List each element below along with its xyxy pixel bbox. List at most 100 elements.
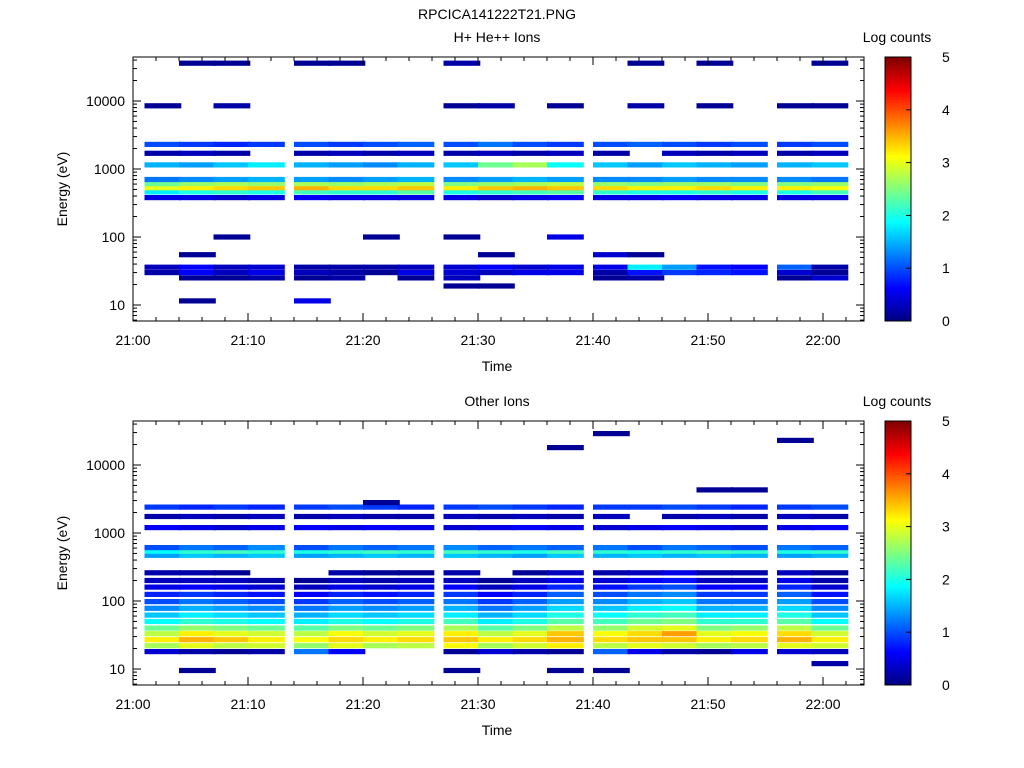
- heatmap-cell: [443, 513, 481, 520]
- heatmap-cell: [328, 599, 366, 605]
- x-tick-label: 21:10: [230, 332, 265, 348]
- colorbar-swatch: [885, 88, 911, 92]
- colorbar-swatch: [885, 299, 911, 303]
- heatmap-cell: [294, 618, 331, 625]
- heatmap-cell: [294, 195, 331, 201]
- heatmap-cell: [363, 612, 400, 618]
- heatmap-cell: [512, 618, 550, 625]
- heatmap-cell: [547, 612, 584, 618]
- heatmap-cell: [179, 176, 216, 183]
- heatmap-cell: [731, 552, 768, 558]
- heatmap-cell: [811, 162, 849, 168]
- heatmap-cell: [213, 548, 251, 554]
- colorbar-swatch: [885, 653, 911, 657]
- heatmap-cell: [478, 195, 515, 201]
- heatmap-cell: [662, 584, 699, 590]
- heatmap-cell: [731, 577, 768, 584]
- colorbar-swatch: [885, 447, 911, 451]
- heatmap-cell: [777, 570, 814, 576]
- heatmap-cell: [811, 599, 849, 605]
- heatmap-cell: [627, 618, 665, 625]
- heatmap-cell: [213, 599, 251, 605]
- y-tick-label: 1000: [94, 525, 125, 541]
- colorbar-swatch: [885, 313, 911, 317]
- heatmap-cell: [777, 513, 814, 520]
- heatmap-cell: [512, 270, 550, 276]
- heatmap-cell: [328, 181, 366, 187]
- colorbar-tick-label: 2: [942, 207, 950, 223]
- colorbar-swatch: [885, 648, 911, 652]
- colorbar-swatch: [885, 228, 911, 232]
- heatmap-cell: [731, 264, 768, 270]
- heatmap-cell: [512, 189, 550, 195]
- colorbar-tick-label: 2: [942, 571, 950, 587]
- heatmap-cell: [512, 649, 550, 655]
- heatmap-cell: [328, 270, 366, 276]
- colorbar-swatch: [885, 576, 911, 580]
- heatmap-cell: [443, 176, 481, 183]
- colorbar-swatch: [885, 154, 911, 158]
- colorbar-swatch: [885, 463, 911, 467]
- heatmap-cell: [731, 643, 768, 649]
- heatmap-cell: [179, 599, 216, 605]
- colorbar-swatch: [885, 315, 911, 319]
- colorbar-swatch: [885, 236, 911, 240]
- x-tick-label: 21:20: [345, 696, 380, 712]
- colorbar-swatch: [885, 215, 911, 219]
- heatmap-cell: [144, 545, 182, 551]
- heatmap-cell: [777, 599, 814, 605]
- heatmap-cell: [144, 103, 182, 109]
- heatmap-cell: [478, 637, 515, 643]
- heatmap-cell: [213, 605, 251, 611]
- heatmap-cell: [777, 264, 814, 270]
- heatmap-cell: [662, 545, 699, 551]
- heatmap-cell: [627, 599, 665, 605]
- colorbar-swatch: [885, 508, 911, 512]
- heatmap-cell: [547, 504, 584, 510]
- heatmap-cell: [397, 176, 435, 183]
- colorbar-swatch: [885, 637, 911, 641]
- heatmap-cell: [328, 591, 366, 597]
- heatmap-cell: [478, 150, 515, 156]
- heatmap-cell: [547, 185, 584, 191]
- colorbar-swatch: [885, 115, 911, 119]
- heatmap-cell: [627, 181, 665, 187]
- heatmap-cell: [478, 631, 515, 637]
- colorbar-tick-label: 3: [942, 155, 950, 171]
- heatmap-cell: [696, 264, 734, 270]
- heatmap-cell: [593, 264, 630, 270]
- colorbar-swatch: [885, 252, 911, 256]
- heatmap-cell: [144, 625, 182, 631]
- colorbar-swatch: [885, 537, 911, 541]
- heatmap-cell: [363, 584, 400, 590]
- colorbar-swatch: [885, 679, 911, 683]
- heatmap-cell: [397, 643, 435, 649]
- heatmap-cell: [731, 185, 768, 191]
- heatmap-cell: [512, 504, 550, 510]
- heatmap-cell: [512, 185, 550, 191]
- heatmap-cell: [294, 162, 331, 168]
- colorbar-swatch: [885, 141, 911, 145]
- heatmap-cell: [811, 570, 849, 576]
- colorbar-swatch: [885, 666, 911, 670]
- colorbar-swatch: [885, 428, 911, 432]
- colorbar-swatch: [885, 318, 911, 322]
- heatmap-cell: [777, 577, 814, 584]
- colorbar-swatch: [885, 86, 911, 90]
- heatmap-cell: [512, 591, 550, 597]
- colorbar-swatch: [885, 553, 911, 557]
- colorbar-swatch: [885, 502, 911, 506]
- colorbar-swatch: [885, 305, 911, 309]
- colorbar-swatch: [885, 210, 911, 214]
- colorbar-swatch: [885, 661, 911, 665]
- heatmap-cell: [512, 548, 550, 554]
- colorbar-swatch: [885, 70, 911, 74]
- heatmap-cell: [478, 605, 515, 611]
- colorbar-swatch: [885, 529, 911, 533]
- colorbar-swatch: [885, 260, 911, 264]
- heatmap-cell: [547, 625, 584, 631]
- heatmap-cell: [731, 504, 768, 510]
- colorbar: 0 1 2 3 4 5 Log counts: [863, 29, 950, 329]
- colorbar-swatch: [885, 516, 911, 520]
- heatmap-cell: [593, 643, 630, 649]
